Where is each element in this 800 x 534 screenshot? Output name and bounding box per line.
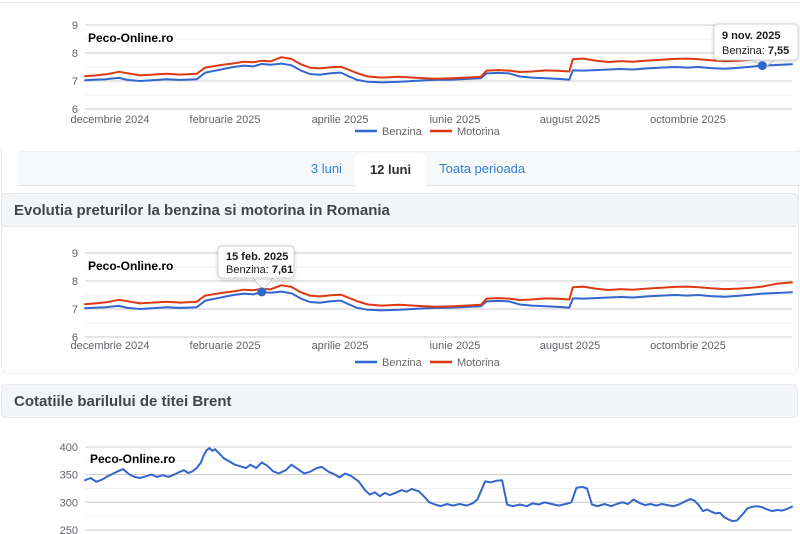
legend-label-motorina: Motorina bbox=[457, 126, 501, 138]
series-line-motorina bbox=[84, 53, 793, 80]
tooltip-box bbox=[713, 23, 799, 61]
y-axis-tick-label: 9 bbox=[72, 248, 78, 260]
series-line-benzina bbox=[84, 62, 793, 84]
y-axis-tick-label: 7 bbox=[72, 76, 78, 88]
y-axis-tick-label: 300 bbox=[60, 497, 78, 509]
fuel-chart-12-luni: 9 8 7 6 decembrie 2024 februarie 2025 aprilie … bbox=[0, 236, 800, 374]
brand-watermark: Peco-Online.ro bbox=[88, 259, 173, 273]
y-axis-tick-label: 8 bbox=[72, 276, 78, 288]
brand-watermark: Peco-Online.ro bbox=[90, 452, 175, 466]
y-axis-tick-label: 9 bbox=[72, 20, 78, 32]
series-line-benzina bbox=[84, 290, 793, 312]
series-line-motorina bbox=[84, 281, 793, 308]
x-axis-label: februarie 2025 bbox=[190, 114, 261, 126]
y-axis-tick-label: 250 bbox=[60, 525, 78, 534]
tab-3-luni[interactable]: 3 luni bbox=[310, 161, 342, 176]
tab-12-luni[interactable]: 12 luni bbox=[354, 153, 427, 190]
x-axis-label: august 2025 bbox=[540, 114, 601, 126]
tooltip-value-line: Benzina: 7,61 bbox=[226, 264, 293, 276]
brent-section-title: Cotatiile barilului de titei Brent bbox=[14, 392, 232, 410]
brent-chart: 400 350 300 250 Peco-Online.ro bbox=[0, 422, 800, 534]
x-axis-label: aprilie 2025 bbox=[312, 340, 369, 352]
x-axis-label: aprilie 2025 bbox=[312, 114, 369, 126]
tab-toata-perioada[interactable]: Toata perioada bbox=[439, 161, 526, 176]
y-axis-tick-label: 6 bbox=[72, 104, 78, 116]
legend-label-benzina: Benzina bbox=[382, 357, 423, 369]
tooltip-date: 15 feb. 2025 bbox=[226, 251, 288, 263]
tooltip-box bbox=[217, 245, 295, 279]
y-axis-tick-label: 400 bbox=[60, 442, 78, 454]
y-axis-tick-label: 8 bbox=[72, 48, 78, 60]
selected-point-dot[interactable] bbox=[757, 61, 767, 71]
section-header-fuel: Evolutia preturilor la benzina si motori… bbox=[1, 193, 798, 227]
fuel-chart-top: 9 8 7 6 decembrie 2024 februarie 2025 aprilie … bbox=[0, 4, 800, 148]
x-axis-label: iunie 2025 bbox=[430, 114, 481, 126]
brent-chart-svg: 400 350 300 250 Peco-Online.ro bbox=[60, 442, 793, 534]
x-axis-label: octombrie 2025 bbox=[650, 114, 726, 126]
y-axis-tick-label: 350 bbox=[60, 470, 78, 482]
tooltip-value-line: Benzina: 7,55 bbox=[722, 45, 789, 57]
top-divider bbox=[0, 2, 800, 3]
legend-label-motorina: Motorina bbox=[457, 357, 501, 369]
y-axis-tick-label: 7 bbox=[72, 304, 78, 316]
x-axis-label: decembrie 2024 bbox=[71, 114, 150, 126]
tooltip-date: 9 nov. 2025 bbox=[722, 30, 781, 42]
selected-point-dot[interactable] bbox=[257, 287, 267, 297]
x-axis-label: octombrie 2025 bbox=[650, 340, 726, 352]
legend-label-benzina: Benzina bbox=[382, 126, 423, 138]
x-axis-label: iunie 2025 bbox=[430, 340, 481, 352]
fuel-section-title: Evolutia preturilor la benzina si motori… bbox=[14, 201, 390, 219]
y-axis-tick-label: 6 bbox=[72, 332, 78, 344]
section-header-brent: Cotatiile barilului de titei Brent bbox=[1, 384, 798, 418]
x-axis-label: februarie 2025 bbox=[190, 340, 261, 352]
x-axis-label: august 2025 bbox=[540, 340, 601, 352]
brand-watermark: Peco-Online.ro bbox=[88, 31, 173, 45]
series-line-brent bbox=[84, 447, 793, 523]
x-axis-label: decembrie 2024 bbox=[71, 340, 150, 352]
period-tabbar: 3 luni 12 luni Toata perioada bbox=[18, 151, 800, 190]
